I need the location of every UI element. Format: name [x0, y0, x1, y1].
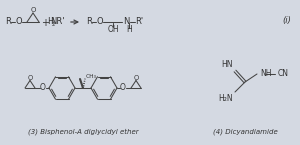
Text: H: H [126, 25, 132, 34]
Text: R: R [86, 18, 92, 27]
Text: NR': NR' [50, 18, 65, 27]
Text: CH₃: CH₃ [86, 75, 97, 79]
Text: H: H [47, 18, 53, 27]
Text: O: O [15, 18, 22, 27]
Text: O: O [27, 75, 33, 81]
Text: 2: 2 [52, 22, 55, 27]
Text: R: R [5, 18, 11, 27]
Text: O: O [40, 84, 46, 93]
Text: O: O [134, 75, 139, 81]
Text: (4) Dicyandiamide: (4) Dicyandiamide [213, 129, 278, 135]
Text: N: N [123, 18, 129, 27]
Text: O: O [30, 8, 36, 13]
Text: +: + [41, 18, 49, 28]
Text: NH: NH [260, 68, 272, 77]
Text: O: O [96, 18, 103, 27]
Text: HN: HN [221, 60, 233, 69]
Text: O: O [120, 84, 126, 93]
Text: OH: OH [107, 25, 119, 33]
Text: R': R' [135, 18, 143, 27]
Text: CN: CN [278, 69, 289, 78]
Text: (i): (i) [283, 16, 291, 25]
Text: (3) Bisphenol-A diglycidyl ether: (3) Bisphenol-A diglycidyl ether [28, 129, 138, 135]
Text: H₂N: H₂N [218, 94, 233, 103]
